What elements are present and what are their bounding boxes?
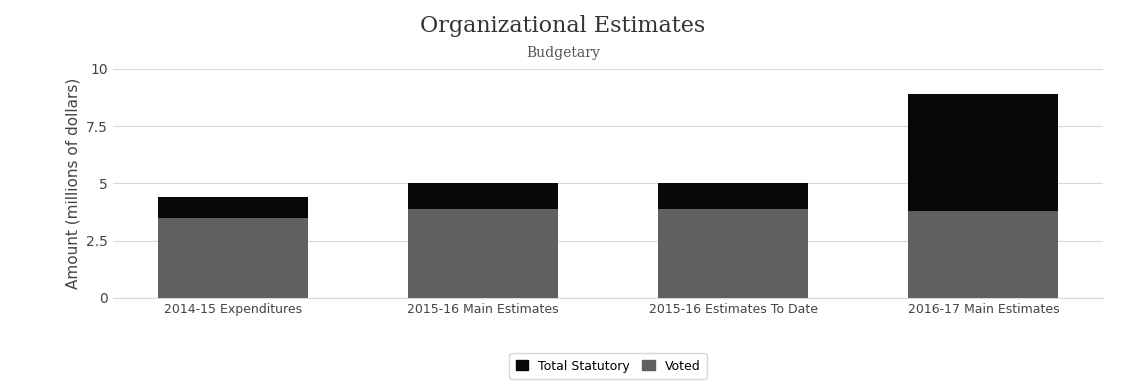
Y-axis label: Amount (millions of dollars): Amount (millions of dollars) <box>65 78 80 289</box>
Legend: Total Statutory, Voted: Total Statutory, Voted <box>509 353 707 379</box>
Text: Organizational Estimates: Organizational Estimates <box>420 15 706 37</box>
Bar <box>658 209 808 298</box>
Bar <box>909 211 1058 298</box>
Bar <box>158 218 307 298</box>
Bar <box>658 183 808 209</box>
Bar <box>408 183 558 209</box>
Bar <box>408 209 558 298</box>
Bar <box>158 197 307 218</box>
Bar <box>909 94 1058 211</box>
Text: Budgetary: Budgetary <box>526 46 600 60</box>
